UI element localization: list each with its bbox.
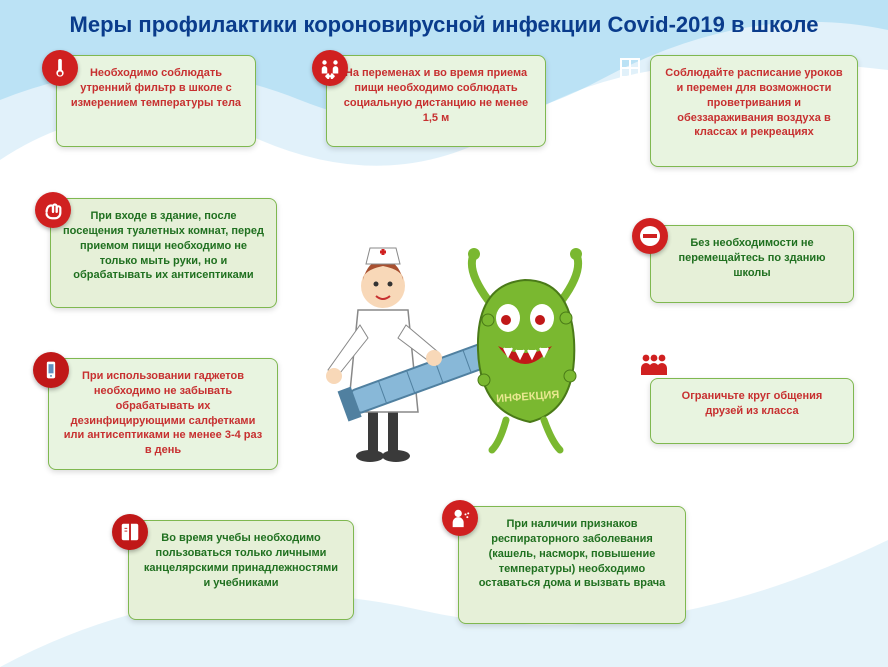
gadgets-icon bbox=[33, 352, 69, 388]
card-text-symptoms: При наличии признаков респираторного заб… bbox=[471, 517, 673, 591]
card-text-supplies: Во время учебы необходимо пользоваться т… bbox=[141, 531, 341, 590]
card-symptoms: При наличии признаков респираторного заб… bbox=[458, 506, 686, 624]
card-thermometer: Необходимо соблюдать утренний фильтр в ш… bbox=[56, 55, 256, 147]
card-nomove: Без необходимости не перемещайтесь по зд… bbox=[650, 225, 854, 303]
card-friends: Ограничьте круг общения друзей из класса bbox=[650, 378, 854, 444]
virus-figure: ИНФЕКЦИЯ bbox=[468, 248, 582, 450]
card-gadgets: При использовании гаджетов необходимо не… bbox=[48, 358, 278, 470]
thermometer-icon bbox=[42, 50, 78, 86]
card-text-distance: На переменах и во время приема пищи необ… bbox=[339, 66, 533, 125]
card-text-gadgets: При использовании гаджетов необходимо не… bbox=[61, 369, 265, 458]
card-text-friends: Ограничьте круг общения друзей из класса bbox=[663, 389, 841, 419]
friends-icon bbox=[632, 348, 676, 384]
hands-icon bbox=[35, 192, 71, 228]
card-text-thermometer: Необходимо соблюдать утренний фильтр в ш… bbox=[69, 66, 243, 111]
symptoms-icon bbox=[442, 500, 478, 536]
distance-icon bbox=[312, 50, 348, 86]
nomove-icon bbox=[632, 218, 668, 254]
card-text-hands: При входе в здание, после посещения туал… bbox=[63, 209, 264, 283]
card-text-schedule: Соблюдайте расписание уроков и перемен д… bbox=[663, 66, 845, 140]
page-title: Меры профилактики короновирусной инфекци… bbox=[44, 12, 843, 38]
card-supplies: Во время учебы необходимо пользоваться т… bbox=[128, 520, 354, 620]
card-schedule: Соблюдайте расписание уроков и перемен д… bbox=[650, 55, 858, 167]
card-text-nomove: Без необходимости не перемещайтесь по зд… bbox=[663, 236, 841, 281]
card-hands: При входе в здание, после посещения туал… bbox=[50, 198, 277, 308]
supplies-icon bbox=[112, 514, 148, 550]
center-illustration: ИНФЕКЦИЯ bbox=[310, 230, 590, 480]
card-distance: На переменах и во время приема пищи необ… bbox=[326, 55, 546, 147]
schedule-icon bbox=[612, 50, 648, 86]
